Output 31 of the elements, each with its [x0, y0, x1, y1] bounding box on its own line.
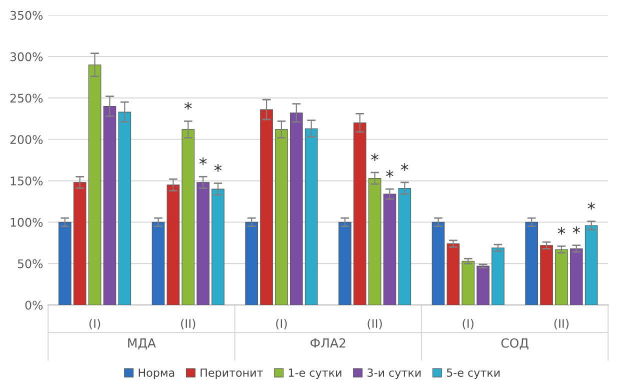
text: ФЛА2: [310, 338, 346, 348]
legend-label: 3-и сутки: [368, 368, 421, 379]
x-tick-label: (I): [89, 318, 100, 330]
x-tick-label: (II): [368, 318, 382, 330]
y-tick-label: 200%: [10, 135, 43, 144]
data-label: *: [400, 163, 408, 171]
y-tick-label: 50%: [18, 259, 43, 268]
x-tick-label: (I): [462, 318, 474, 330]
data-label: *: [558, 227, 566, 235]
data-label: *: [588, 202, 595, 210]
legend-label: Перитонит: [200, 368, 263, 379]
x-tick-label: (I): [276, 318, 287, 330]
data-label: *: [214, 164, 222, 172]
y-tick-label: 0%: [25, 300, 43, 310]
y-tick-label: 100%: [10, 218, 43, 227]
text: СОД: [501, 338, 528, 350]
data-label: *: [184, 102, 192, 110]
text: МДА: [128, 338, 156, 350]
x-tick-label: (II): [181, 318, 196, 330]
legend-label: 1-е сутки: [288, 368, 342, 379]
legend-label: 5-е сутки: [446, 368, 500, 379]
data-label: *: [371, 153, 378, 161]
x-tick-label: (II): [554, 318, 569, 330]
y-tick-label: 150%: [10, 176, 43, 186]
data-label: *: [572, 226, 580, 234]
data-label: *: [199, 157, 207, 166]
y-tick-label: 350%: [10, 10, 43, 20]
y-tick-label: 250%: [10, 94, 43, 103]
legend-label: Норма: [138, 368, 174, 379]
y-tick-label: 300%: [10, 52, 43, 62]
data-label: *: [386, 170, 394, 178]
